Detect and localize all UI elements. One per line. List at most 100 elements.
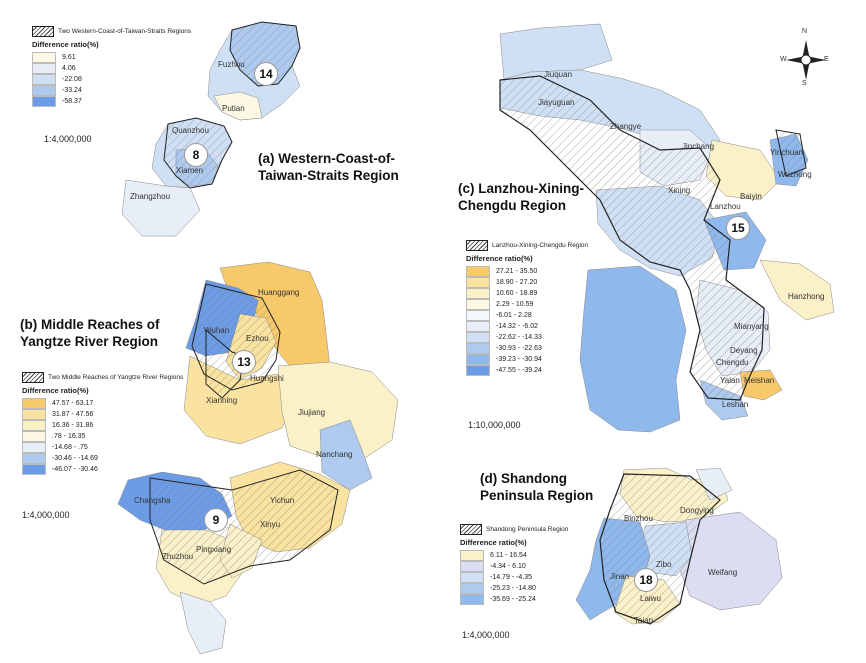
legend-row: -30.46 - -14.69 (22, 453, 222, 464)
legend-row: -22.08 (32, 74, 212, 85)
legend-row: .78 - 16.35 (22, 431, 222, 442)
place-label: Quanzhou (172, 126, 209, 135)
place-label: Yichun (270, 496, 295, 505)
legend-label: -30.93 - -22.63 (496, 345, 542, 352)
legend-boundary: Shandong Peninsula Region (460, 524, 600, 535)
place-label: Pingxiang (196, 545, 232, 554)
place-label: Xining (668, 186, 691, 195)
legend-label: -6.01 - 2.28 (496, 312, 532, 319)
legend-label: -47.55 - -39.24 (496, 367, 542, 374)
legend-row: -25.23 - -14.80 (460, 583, 600, 594)
legend-label: .78 - 16.35 (52, 433, 86, 440)
place-label: Huangshi (250, 374, 284, 383)
legend-label: -25.23 - -14.80 (490, 585, 536, 592)
legend-label: 18.90 - 27.20 (496, 279, 538, 286)
legend-row: -35.69 - -25.24 (460, 594, 600, 605)
legend-row: 31.87 - 47.56 (22, 409, 222, 420)
boundary-swatch (32, 26, 54, 37)
boundary-swatch (466, 240, 488, 251)
scale-label: 1:4,000,000 (462, 630, 510, 640)
legend-row: 2.29 - 10.59 (466, 299, 626, 310)
compass-east-label: E (824, 56, 829, 63)
place-label: Mianyang (734, 322, 769, 331)
place-label: Weifang (708, 568, 738, 577)
legend-row: -47.55 - -39.24 (466, 365, 626, 376)
legend-label: -58.37 (62, 98, 82, 105)
legend-row: -30.93 - -22.63 (466, 343, 626, 354)
legend-label: 2.29 - 10.59 (496, 301, 534, 308)
place-label: Zibo (656, 560, 672, 569)
legend-title: Difference ratio(%) (466, 254, 533, 263)
legend-row: 18.90 - 27.20 (466, 277, 626, 288)
compass-north-label: N (802, 28, 808, 35)
legend-row: 6.11 - 16.54 (460, 550, 600, 561)
boundary-swatch (22, 372, 44, 383)
legend-boundary-label: Lanzhou-Xining-Chengdu Region (492, 242, 589, 249)
legend-boundary: Two Western-Coast-of-Taiwan-Straits Regi… (32, 26, 212, 37)
legend-row: 16.36 - 31.86 (22, 420, 222, 431)
legend-row: 10.60 - 18.89 (466, 288, 626, 299)
region-number: 9 (204, 508, 228, 532)
legend-boundary-label: Two Middle Reaches of Yangtze River Regi… (48, 374, 184, 381)
region-number: 15 (726, 216, 750, 240)
legend-row: 47.57 - 63.17 (22, 398, 222, 409)
panel-b-title: (b) Middle Reaches of Yangtze River Regi… (20, 317, 160, 349)
legend-boundary: Two Middle Reaches of Yangtze River Regi… (22, 372, 222, 383)
legend-panel-c: Lanzhou-Xining-Chengdu Region Difference… (466, 240, 626, 376)
legend-label: 16.36 - 31.86 (52, 422, 94, 429)
legend-label: 10.60 - 18.89 (496, 290, 538, 297)
place-label: Changsha (134, 496, 171, 505)
legend-panel-b: Two Middle Reaches of Yangtze River Regi… (22, 372, 222, 475)
place-label: Jinan (610, 572, 630, 581)
legend-row: -22.62 - -14.33 (466, 332, 626, 343)
region-number: 8 (184, 143, 208, 167)
region-number: 13 (232, 350, 256, 374)
compass-west-label: W (780, 56, 787, 63)
compass-rose-icon (786, 40, 826, 80)
place-label: Ezhou (246, 334, 269, 343)
legend-label: -33.24 (62, 87, 82, 94)
legend-label: 6.11 - 16.54 (490, 552, 527, 559)
place-label: Xiamen (176, 166, 204, 175)
legend-label: 31.87 - 47.56 (52, 411, 94, 418)
place-label: Hanzhong (788, 292, 825, 301)
place-label: Xinyu (260, 520, 281, 529)
legend-row: -6.01 - 2.28 (466, 310, 626, 321)
legend-label: -4.34 - 6.10 (490, 563, 526, 570)
legend-row: -58.37 (32, 96, 212, 107)
legend-panel-d: Shandong Peninsula Region Difference rat… (460, 524, 600, 605)
place-label: Huanggang (258, 288, 300, 297)
legend-row: -33.24 (32, 85, 212, 96)
legend-boundary: Lanzhou-Xining-Chengdu Region (466, 240, 626, 251)
legend-title: Difference ratio(%) (22, 386, 89, 395)
place-label: Zhangzhou (130, 192, 171, 201)
legend-label: -39.23 - -30.94 (496, 356, 542, 363)
map-panel-b (117, 261, 399, 655)
place-label: Fuzhou (218, 60, 245, 69)
scale-label: 1:10,000,000 (468, 420, 521, 430)
region-number: 14 (254, 62, 278, 86)
region-number: 18 (634, 568, 658, 592)
legend-row: 4.06 (32, 63, 212, 74)
place-label: Binzhou (624, 514, 653, 523)
place-label: Laiwu (640, 594, 661, 603)
place-label: Yalan (720, 376, 740, 385)
place-label: Leshan (722, 400, 749, 409)
place-label: Putian (222, 104, 245, 113)
legend-label: -14.32 - -6.02 (496, 323, 539, 330)
scale-label: 1:4,000,000 (44, 134, 92, 144)
legend-label: -22.08 (62, 76, 82, 83)
legend-label: -14.68 - .75 (52, 444, 88, 451)
place-label: Xianning (206, 396, 238, 405)
place-label: Jinchang (682, 142, 715, 151)
map-panel-c (499, 23, 835, 433)
legend-label: 47.57 - 63.17 (52, 400, 94, 407)
panel-d-title: (d) Shandong Peninsula Region (480, 471, 594, 503)
place-label: Jiujiang (298, 408, 326, 417)
scale-label: 1:4,000,000 (22, 510, 70, 520)
place-label: Zhangye (610, 122, 642, 131)
map-panel-d (575, 467, 783, 625)
legend-label: 27.21 - 35.50 (496, 268, 538, 275)
place-label: Nanchang (316, 450, 353, 459)
